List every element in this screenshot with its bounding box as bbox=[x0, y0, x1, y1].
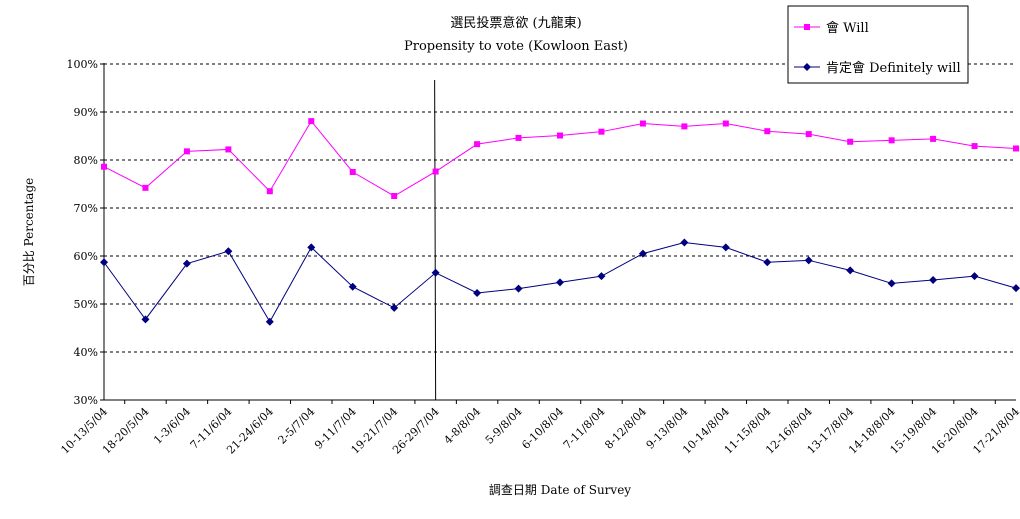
data-point-will bbox=[930, 135, 937, 142]
data-point-definitely bbox=[680, 238, 689, 247]
legend-will-label: 會 Will bbox=[826, 21, 869, 36]
data-point-definitely bbox=[431, 268, 440, 277]
divider-line bbox=[434, 79, 437, 401]
data-point-definitely bbox=[556, 278, 564, 287]
data-point-definitely bbox=[763, 258, 772, 267]
data-point-will bbox=[681, 123, 688, 130]
data-point-definitely bbox=[307, 243, 316, 252]
data-point-will bbox=[183, 148, 190, 155]
data-point-definitely bbox=[929, 276, 938, 284]
data-point-definitely bbox=[638, 249, 647, 258]
data-point-definitely bbox=[514, 284, 523, 293]
data-point-definitely bbox=[1012, 284, 1020, 293]
data-point-will bbox=[639, 120, 646, 127]
series-layer bbox=[100, 79, 1020, 401]
legend: 會 Will 肯定會 Definitely will bbox=[787, 5, 969, 84]
data-point-will bbox=[805, 131, 812, 138]
data-point-definitely bbox=[473, 288, 482, 297]
data-point-will bbox=[101, 163, 107, 170]
y-axis-title: 百分比 Percentage bbox=[22, 178, 36, 287]
y-tick-label: 90% bbox=[74, 106, 98, 119]
data-point-definitely bbox=[970, 272, 979, 281]
data-point-will bbox=[391, 193, 398, 199]
data-point-will bbox=[225, 146, 232, 153]
y-tick-label: 40% bbox=[74, 346, 98, 359]
y-tick-label: 100% bbox=[67, 58, 98, 71]
data-point-will bbox=[598, 128, 605, 135]
y-tick-label: 70% bbox=[74, 202, 98, 215]
data-point-will bbox=[971, 143, 978, 150]
data-point-definitely bbox=[182, 259, 191, 268]
legend-box bbox=[787, 5, 969, 84]
x-tick-label: 2-5/7/04 bbox=[276, 405, 318, 447]
series-line-0 bbox=[103, 120, 1017, 197]
data-point-will bbox=[515, 134, 522, 141]
chart-title: 選民投票意欲 (九龍東) bbox=[450, 15, 581, 31]
legend-will-marker bbox=[804, 24, 810, 30]
data-point-definitely bbox=[721, 243, 730, 252]
data-point-will bbox=[557, 132, 563, 139]
data-point-definitely bbox=[846, 266, 855, 275]
data-point-definitely bbox=[390, 303, 399, 312]
y-tick-label: 60% bbox=[74, 250, 98, 263]
data-point-will bbox=[432, 168, 439, 175]
data-point-definitely bbox=[224, 247, 233, 256]
x-tick-label: 6-10/8/04 bbox=[519, 405, 566, 452]
legend-definitely-marker bbox=[803, 63, 811, 71]
data-point-definitely bbox=[265, 317, 274, 326]
data-point-definitely bbox=[887, 279, 896, 288]
x-axis-title: 調查日期 Date of Survey bbox=[489, 483, 631, 497]
legend-definitely-label: 肯定會 Definitely will bbox=[826, 61, 961, 76]
data-point-will bbox=[349, 169, 356, 175]
chart-subtitle: Propensity to vote (Kowloon East) bbox=[404, 39, 628, 54]
data-point-definitely bbox=[100, 258, 108, 267]
x-tick-label: 1-3/6/04 bbox=[151, 405, 193, 447]
x-tick-label: 8-12/8/04 bbox=[602, 405, 649, 452]
data-point-will bbox=[722, 120, 729, 127]
x-tick-label: 5-9/8/04 bbox=[483, 405, 525, 447]
x-tick-label: 7-11/8/04 bbox=[561, 405, 608, 452]
data-point-will bbox=[764, 128, 771, 135]
axes: 30%40%50%60%70%80%90%100%10-13/5/0418-20… bbox=[58, 58, 1020, 457]
data-point-will bbox=[308, 118, 315, 125]
data-point-will bbox=[847, 138, 854, 145]
data-point-definitely bbox=[348, 282, 357, 291]
data-point-will bbox=[474, 141, 481, 148]
data-point-definitely bbox=[597, 272, 606, 281]
data-point-definitely bbox=[141, 315, 150, 324]
data-point-definitely bbox=[804, 256, 813, 265]
y-tick-label: 50% bbox=[74, 298, 98, 311]
data-point-will bbox=[142, 184, 149, 191]
y-tick-label: 80% bbox=[74, 154, 98, 167]
data-point-will bbox=[266, 188, 273, 195]
x-tick-label: 4-8/8/04 bbox=[441, 405, 483, 447]
data-point-will bbox=[1013, 145, 1019, 152]
y-tick-label: 30% bbox=[74, 394, 98, 407]
data-point-will bbox=[888, 137, 895, 144]
grid bbox=[104, 63, 1016, 353]
